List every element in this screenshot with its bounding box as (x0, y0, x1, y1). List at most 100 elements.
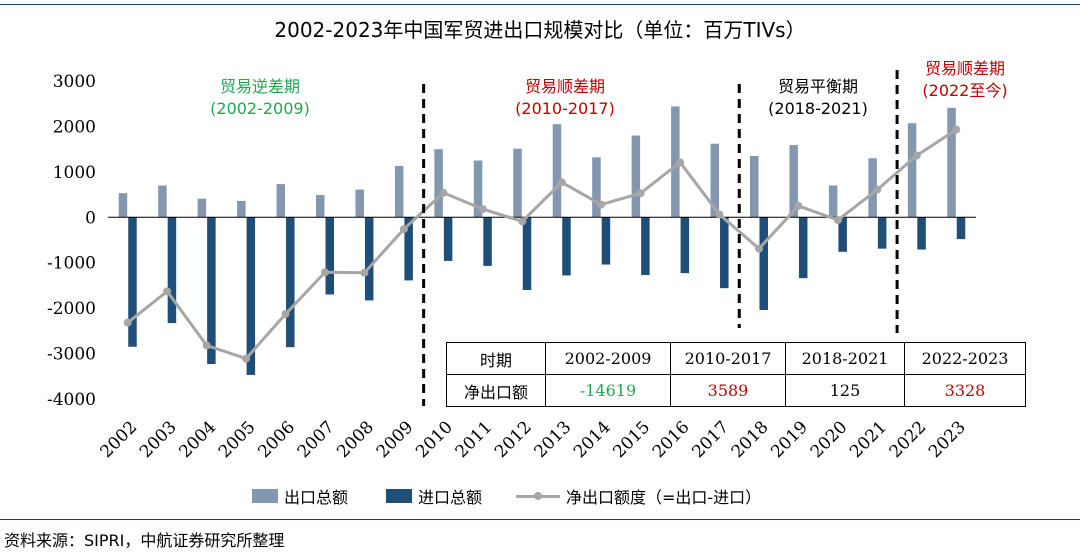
import-bar (246, 217, 256, 375)
x-tick-label: 2021 (846, 417, 891, 462)
export-bar (158, 185, 167, 218)
export-bar (592, 157, 601, 218)
net-point (557, 178, 566, 187)
period-label-2: 贸易顺差期 (2010-2017) (490, 76, 640, 120)
y-tick-label: -3000 (47, 345, 96, 365)
export-bar (789, 145, 798, 218)
period-name-4: 贸易顺差期 (924, 59, 1005, 78)
import-bar (917, 217, 926, 250)
x-tick-label: 2020 (807, 417, 852, 462)
period-label-3: 贸易平衡期 (2018-2021) (748, 76, 888, 120)
import-bar (759, 217, 768, 310)
export-bar (552, 124, 562, 218)
x-tick-label: 2003 (136, 417, 181, 462)
import-bar (680, 217, 690, 274)
import-bar (838, 217, 847, 252)
table-row: 净出口额 -14619 3589 125 3328 (446, 374, 1026, 407)
import-bar (207, 217, 216, 365)
net-point (873, 185, 882, 194)
import-bar (443, 217, 453, 261)
table-value-cell: 3589 (670, 374, 786, 407)
period-years-1: (2002-2009) (210, 99, 310, 118)
table-header-row: 时期 2002-2009 2010-2017 2018-2021 2022-20… (446, 342, 1026, 375)
chart-title: 2002-2023年中国军贸进出口规模对比（单位：百万TIVs） (274, 18, 806, 42)
legend-swatch-export (252, 489, 278, 503)
period-years-3: (2018-2021) (768, 99, 868, 118)
y-tick-label: -4000 (47, 390, 96, 410)
net-point (163, 287, 172, 296)
import-bar (404, 217, 413, 281)
legend-label-net: 净出口额度（=出口-进口） (566, 488, 762, 507)
legend-swatch-net (516, 489, 560, 503)
period-label-4: 贸易顺差期 (2022至今) (900, 58, 1030, 102)
y-tick-label: 2000 (53, 117, 96, 137)
period-years-4: (2022至今) (922, 81, 1008, 100)
table-header-cell: 2018-2021 (785, 342, 905, 375)
export-bar (947, 107, 956, 218)
export-bar (394, 165, 404, 218)
y-tick-label: 1000 (53, 163, 96, 183)
table-header-cell: 时期 (446, 342, 546, 375)
x-tick-label: 2017 (688, 417, 733, 462)
table-header-cell: 2022-2023 (904, 342, 1026, 375)
export-bar (671, 106, 680, 218)
import-bar (641, 217, 650, 275)
y-tick-label: 0 (85, 208, 96, 228)
export-bar (513, 148, 522, 218)
top-rule (0, 4, 1080, 5)
net-point (833, 216, 842, 225)
import-bar (128, 217, 137, 347)
net-point (597, 200, 606, 209)
net-point (399, 225, 408, 234)
net-point (202, 341, 211, 350)
x-tick-label: 2014 (570, 417, 615, 462)
import-bar (720, 217, 729, 289)
net-point (321, 268, 329, 277)
legend-item-import: 进口总额 (386, 484, 482, 508)
export-bar (473, 160, 483, 218)
table-row-label: 净出口额 (446, 374, 546, 407)
export-bar (118, 193, 128, 218)
y-tick-label: 3000 (53, 72, 96, 92)
period-label-1: 贸易逆差期 (2002-2009) (185, 76, 335, 120)
x-tick-label: 2018 (728, 417, 773, 462)
x-tick-label: 2007 (294, 417, 339, 462)
net-point (439, 188, 448, 197)
import-bar (483, 217, 492, 266)
net-point (360, 268, 369, 277)
x-tick-label: 2016 (649, 417, 694, 462)
period-name-3: 贸易平衡期 (777, 77, 858, 96)
import-bar (167, 217, 177, 324)
net-point (676, 158, 685, 167)
x-tick-label: 2023 (925, 417, 970, 462)
x-tick-label: 2005 (215, 417, 260, 462)
period-years-2: (2010-2017) (515, 99, 615, 118)
source-note: 资料来源：SIPRI，中航证券研究所整理 (4, 531, 285, 550)
period-name-2: 贸易顺差期 (524, 77, 605, 96)
x-tick-label: 2011 (452, 417, 497, 462)
x-tick-label: 2012 (491, 417, 536, 462)
import-bar (877, 217, 887, 249)
table-header-cell: 2010-2017 (670, 342, 786, 375)
net-point (715, 210, 724, 219)
net-point (636, 189, 645, 198)
import-bar (601, 217, 611, 265)
import-bar (522, 217, 532, 290)
export-bar (631, 135, 641, 218)
net-point (794, 201, 803, 210)
y-tick-label: -1000 (47, 254, 96, 274)
legend-item-net: 净出口额度（=出口-进口） (516, 484, 761, 508)
x-tick-label: 2009 (373, 417, 418, 462)
x-tick-label: 2022 (886, 417, 931, 462)
x-tick-label: 2004 (175, 417, 220, 462)
x-tick-label: 2019 (767, 417, 812, 462)
legend-item-export: 出口总额 (252, 484, 348, 508)
import-bar (364, 217, 374, 301)
legend-label-export: 出口总额 (284, 488, 349, 507)
export-bar (868, 158, 877, 218)
export-bar (197, 198, 207, 218)
net-point (952, 125, 961, 134)
import-bar (956, 217, 966, 240)
net-point (242, 354, 251, 363)
x-tick-label: 2002 (97, 417, 142, 462)
